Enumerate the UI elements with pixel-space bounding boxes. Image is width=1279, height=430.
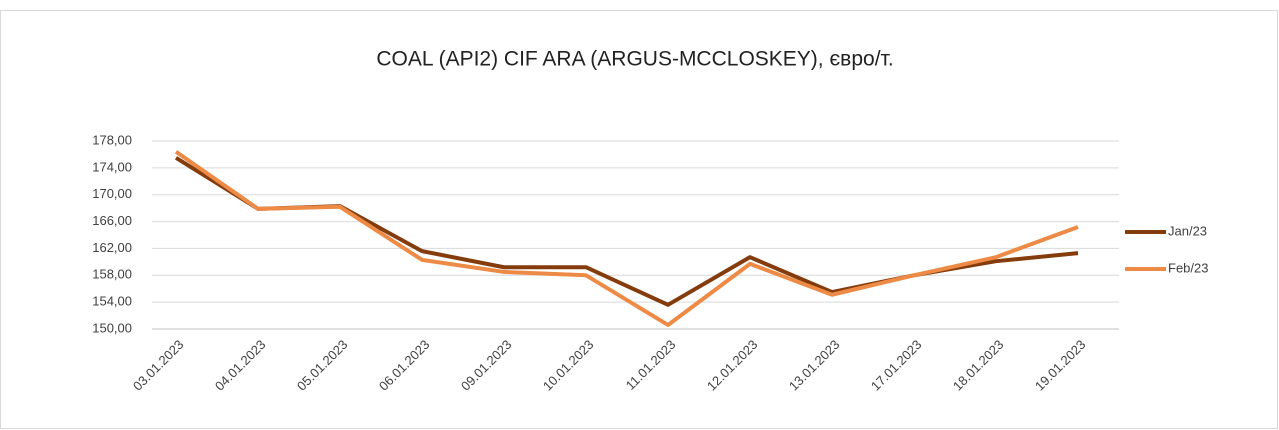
y-tick-label: 174,00 [92,159,132,174]
legend-label: Feb/23 [1168,260,1208,275]
chart-title: COAL (API2) CIF ARA (ARGUS-MCCLOSKEY), є… [376,48,893,71]
chart-frame [0,10,1278,429]
legend-label: Jan/23 [1168,223,1207,238]
y-tick-label: 170,00 [92,186,132,201]
y-tick-label: 166,00 [92,213,132,228]
y-tick-label: 158,00 [92,267,132,282]
y-tick-label: 178,00 [92,132,132,147]
y-tick-label: 154,00 [92,294,132,309]
y-tick-label: 162,00 [92,240,132,255]
y-tick-label: 150,00 [92,320,132,335]
series-line [174,150,1079,327]
